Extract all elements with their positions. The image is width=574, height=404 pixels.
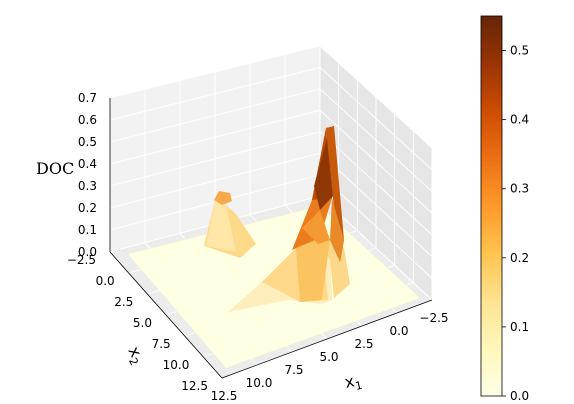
x1-axis: 12.5 10.0 7.5 5.0 2.5 0.0 −2.5 x1 <box>211 299 449 403</box>
x1-axis-label-main: x <box>343 371 356 392</box>
colorbar-tick-label: 0.3 <box>510 182 529 196</box>
x2-tick-label: 12.5 <box>181 379 208 393</box>
x1-axis-label-sub: 1 <box>354 379 364 393</box>
surface <box>127 126 421 369</box>
x2-axis: −2.50.0 2.55.07.5 10.0 12.5 x2 <box>67 251 223 393</box>
x1-tick-label: 2.5 <box>354 337 373 351</box>
z-tick-label: 0.7 <box>78 91 97 105</box>
colorbar-tick-label: 0.0 <box>510 389 529 403</box>
big-peak-lower-left <box>296 238 330 302</box>
small-peak-cap <box>214 191 232 205</box>
z-tick-label: 0.4 <box>78 157 97 171</box>
z-tick-label: 0.3 <box>78 179 97 193</box>
x1-tick-label: 5.0 <box>319 350 338 364</box>
z-tick-label: 0.5 <box>78 135 97 149</box>
x2-tick-label: 2.5 <box>114 295 133 309</box>
colorbar-tick-label: 0.5 <box>510 44 529 58</box>
big-peak-lower-right <box>330 198 344 262</box>
x2-tick-label: 7.5 <box>152 337 171 351</box>
z-tick-label: 0.0 <box>78 245 97 259</box>
x2-tick-label: 10.0 <box>163 358 190 372</box>
x1-axis-label: x1 <box>343 370 364 395</box>
colorbar-tick-label: 0.4 <box>510 113 529 127</box>
z-tick-label: 0.6 <box>78 113 97 127</box>
x2-axis-label: x2 <box>122 343 149 368</box>
colorbar: 0.0 0.1 0.2 0.3 0.4 0.5 <box>480 15 529 403</box>
x1-tick-label: 12.5 <box>211 389 238 403</box>
x2-tick-label: −2.5 <box>67 253 96 267</box>
big-peak-dark-face <box>314 134 333 210</box>
x1-tick-label: 0.0 <box>389 324 408 338</box>
z-tick-label: 0.2 <box>78 201 97 215</box>
x1-tick-label: 10.0 <box>246 376 273 390</box>
z-axis: 0.0 0.1 0.2 0.3 0.4 0.5 0.6 0.7 DOC <box>36 91 111 259</box>
colorbar-tick-label: 0.1 <box>510 320 529 334</box>
big-peak-orange-band <box>302 210 330 244</box>
x1-tick-label: −2.5 <box>419 311 448 325</box>
colorbar-tick-label: 0.2 <box>510 251 529 265</box>
z-tick-label: 0.1 <box>78 223 97 237</box>
small-peak-front <box>206 196 236 252</box>
z-axis-label: DOC <box>36 159 74 178</box>
colorbar-gradient <box>480 15 503 397</box>
x1-tick-label: 7.5 <box>284 363 303 377</box>
x2-tick-label: 0.0 <box>96 274 115 288</box>
x2-tick-label: 5.0 <box>133 316 152 330</box>
